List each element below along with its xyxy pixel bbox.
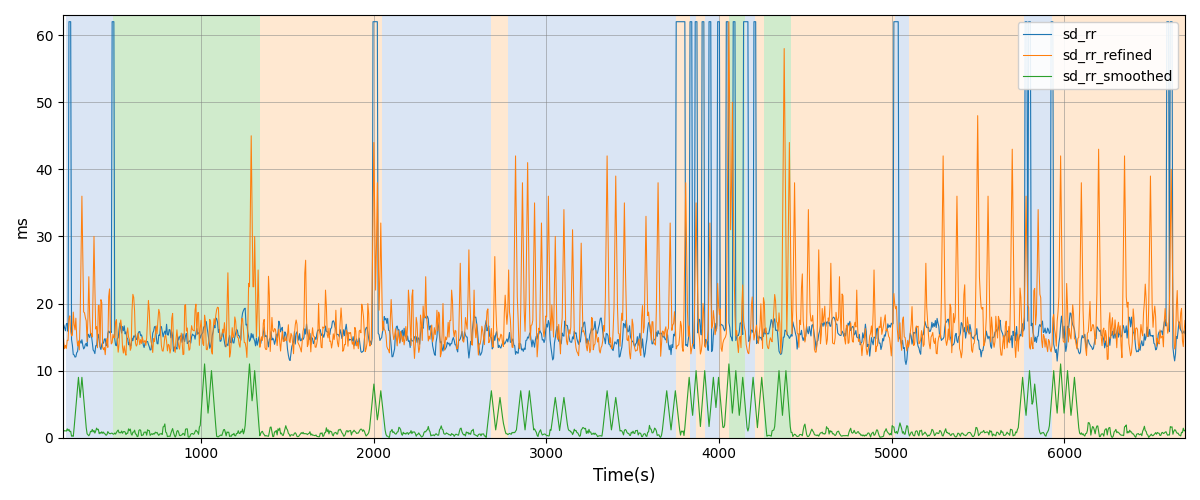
Bar [895, 15, 908, 438]
sd_rr [80, 343, 95, 349]
sd_rr [751, 340, 766, 346]
sd_rr [61, 18, 76, 24]
sd_rr_refined [1100, 356, 1115, 362]
sd_rr_refined [694, 348, 708, 354]
sd_rr_refined [55, 326, 70, 332]
Legend: sd_rr, sd_rr_refined, sd_rr_smoothed: sd_rr, sd_rr_refined, sd_rr_smoothed [1018, 22, 1178, 90]
Bar [676, 15, 690, 438]
Bar [690, 15, 696, 438]
sd_rr_refined [79, 318, 94, 324]
Bar [755, 15, 763, 438]
sd_rr_refined [1060, 280, 1074, 286]
sd_rr_smoothed [558, 401, 572, 407]
sd_rr [899, 362, 913, 368]
Bar [66, 15, 113, 438]
sd_rr_smoothed [197, 361, 211, 367]
Bar [730, 15, 745, 438]
sd_rr [55, 328, 70, 334]
Bar [259, 15, 383, 438]
sd_rr_smoothed [751, 414, 766, 420]
sd_rr [1178, 330, 1193, 336]
sd_rr [1061, 323, 1075, 329]
Line: sd_rr_refined: sd_rr_refined [62, 22, 1186, 359]
Bar [696, 15, 706, 438]
sd_rr [695, 18, 709, 24]
sd_rr_refined [721, 18, 736, 24]
sd_rr_smoothed [55, 432, 70, 438]
sd_rr [65, 342, 79, 348]
sd_rr_refined [65, 333, 79, 339]
sd_rr_smoothed [695, 401, 709, 407]
Bar [1025, 15, 1052, 438]
Bar [1052, 15, 1186, 438]
sd_rr_smoothed [1178, 428, 1193, 434]
X-axis label: Time(s): Time(s) [593, 467, 655, 485]
Bar [763, 15, 792, 438]
sd_rr_smoothed [1141, 434, 1156, 440]
Bar [383, 15, 491, 438]
Bar [706, 15, 719, 438]
Bar [745, 15, 755, 438]
Y-axis label: ms: ms [16, 215, 30, 238]
sd_rr_smoothed [65, 433, 79, 439]
Bar [509, 15, 676, 438]
Bar [491, 15, 509, 438]
sd_rr_smoothed [79, 424, 94, 430]
sd_rr_refined [557, 206, 571, 212]
Bar [792, 15, 895, 438]
sd_rr_smoothed [1060, 379, 1074, 385]
Bar [113, 15, 259, 438]
sd_rr [558, 318, 572, 324]
sd_rr_refined [751, 340, 766, 346]
Bar [719, 15, 730, 438]
Bar [908, 15, 1025, 438]
sd_rr_refined [1178, 318, 1193, 324]
Line: sd_rr_smoothed: sd_rr_smoothed [62, 364, 1186, 438]
Line: sd_rr: sd_rr [62, 22, 1186, 364]
